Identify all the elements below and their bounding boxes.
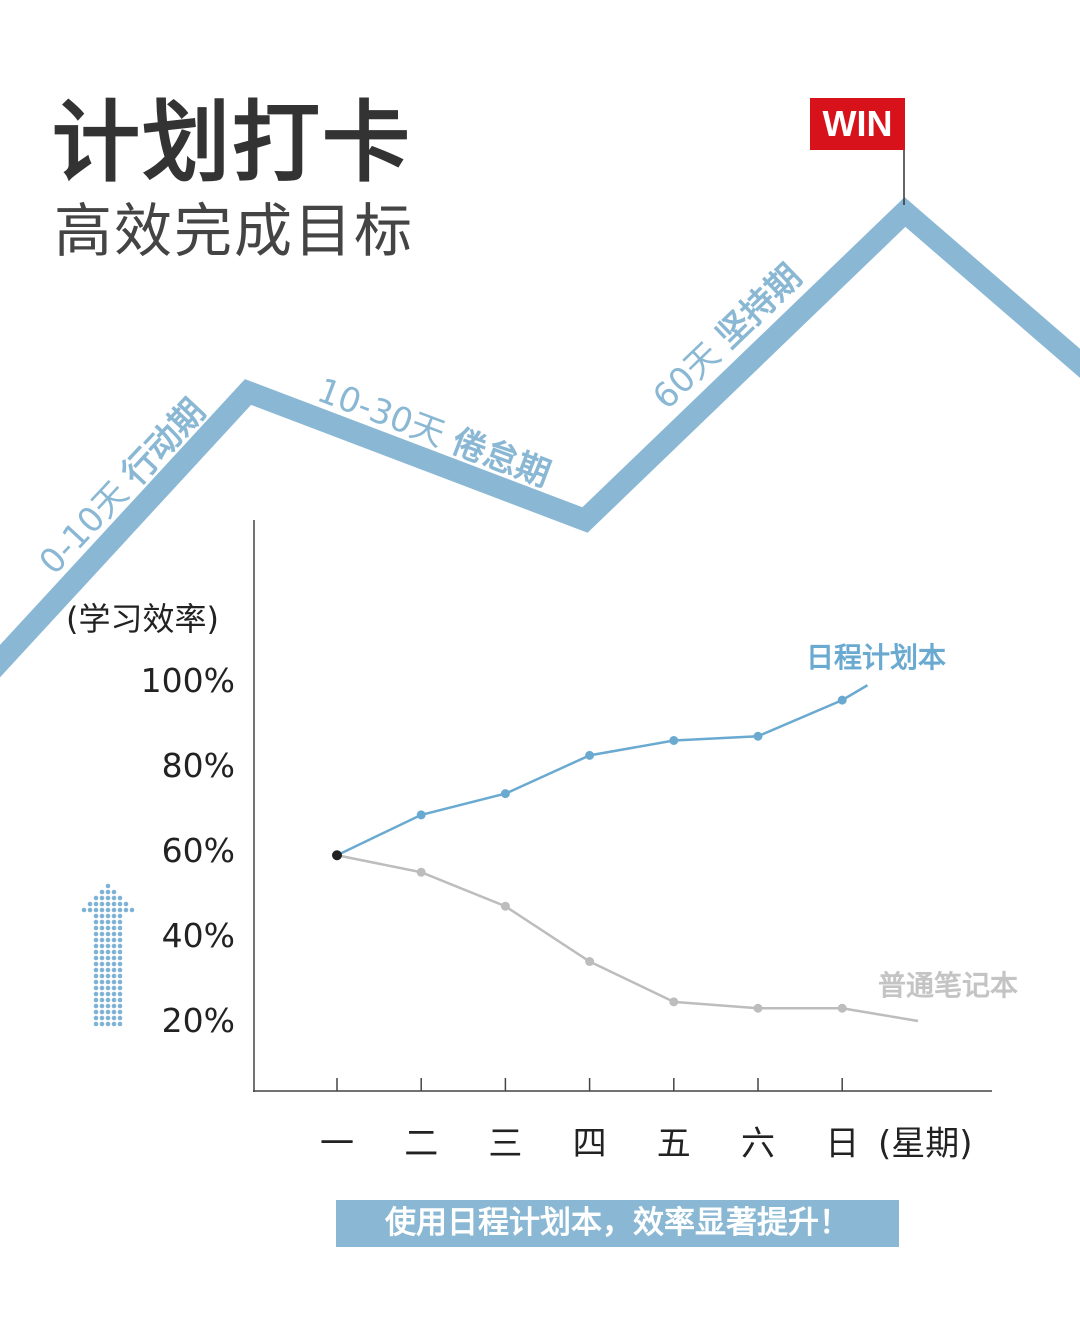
y-tick-label: 80% — [161, 746, 235, 785]
y-tick-label: 60% — [161, 831, 235, 870]
series-line-0 — [336, 684, 869, 857]
x-tick-label: 六 — [741, 1124, 775, 1164]
data-point — [669, 997, 679, 1007]
conclusion-banner: 使用日程计划本，效率显著提升！ — [336, 1200, 899, 1247]
page-subtitle: 高效完成目标 — [54, 197, 415, 265]
data-point — [416, 810, 426, 820]
data-point — [669, 736, 679, 745]
x-tick-label: 三 — [488, 1124, 523, 1164]
data-point — [837, 1003, 847, 1013]
page-title: 计划打卡 — [52, 90, 413, 194]
x-axis-unit: (星期) — [878, 1124, 973, 1164]
x-tick-label: 日 — [825, 1124, 860, 1164]
data-point — [585, 957, 595, 966]
dotted-arrow-up-icon — [81, 883, 135, 1027]
legend-notebook: 普通笔记本 — [878, 969, 1019, 1002]
legend-planner: 日程计划本 — [806, 641, 947, 674]
start-point — [332, 850, 342, 861]
series-line-1 — [336, 854, 919, 1023]
data-point — [837, 695, 847, 705]
y-axis-title: (学习效率) — [66, 600, 219, 638]
y-tick-label: 20% — [161, 1001, 235, 1040]
data-point — [500, 789, 510, 799]
x-tick-label: 五 — [656, 1124, 691, 1164]
win-flag: WIN — [810, 98, 905, 150]
data-point — [753, 731, 763, 741]
y-tick-label: 40% — [161, 916, 235, 955]
data-point — [416, 867, 426, 877]
y-tick-label: 100% — [140, 661, 235, 700]
x-tick-label: 二 — [404, 1124, 439, 1164]
data-point — [585, 750, 595, 760]
data-point — [500, 901, 510, 911]
x-tick-label: 四 — [572, 1124, 607, 1164]
x-tick-label: 一 — [320, 1124, 354, 1164]
data-point — [753, 1003, 763, 1013]
